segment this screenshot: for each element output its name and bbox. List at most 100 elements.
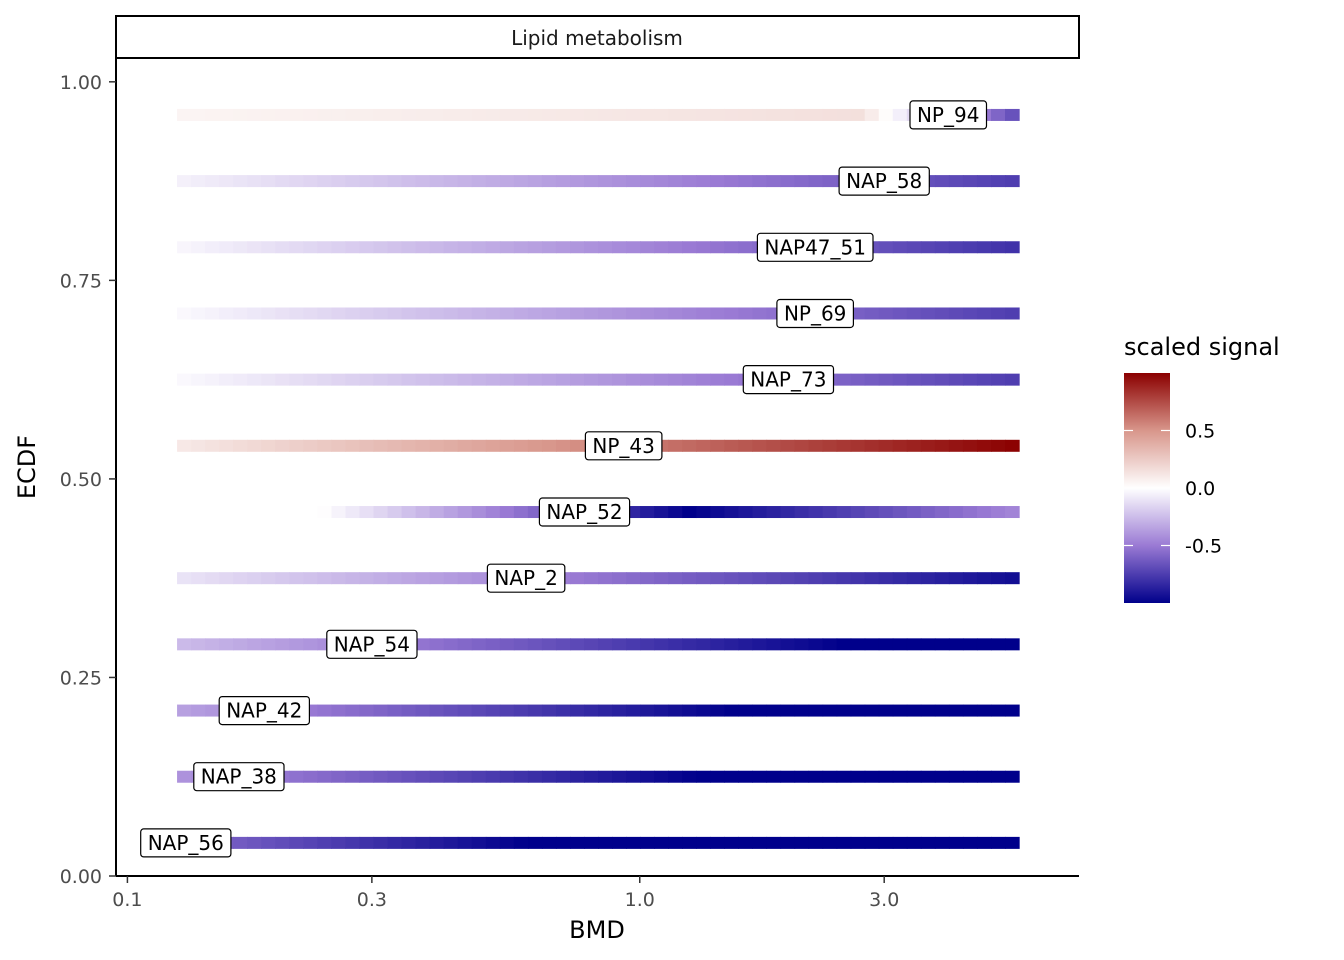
tile <box>303 770 318 783</box>
tile <box>598 175 613 188</box>
tile <box>808 770 824 783</box>
row-label-nap_52: NAP_52 <box>538 497 631 527</box>
tile <box>724 373 739 386</box>
tile <box>794 175 810 188</box>
tile <box>752 770 768 783</box>
tile <box>499 836 515 849</box>
tile <box>724 506 739 519</box>
tile <box>864 836 880 849</box>
tile <box>570 638 585 651</box>
tile <box>892 307 908 320</box>
row-label-box <box>909 100 988 130</box>
tile <box>387 241 403 254</box>
tile <box>359 307 375 320</box>
tile <box>513 373 529 386</box>
tile <box>682 241 697 254</box>
tile <box>976 439 992 452</box>
tile <box>598 638 613 651</box>
tile <box>892 704 908 717</box>
tile <box>892 506 908 519</box>
tile <box>457 241 473 254</box>
tile <box>878 439 894 452</box>
tile-row-np_43 <box>177 439 1020 452</box>
tile <box>920 241 936 254</box>
tile <box>934 241 950 254</box>
tile <box>317 770 333 783</box>
tile <box>668 572 683 585</box>
legend-title: scaled signal <box>1124 333 1280 361</box>
tile <box>499 770 515 783</box>
tile <box>976 572 992 585</box>
tile <box>359 439 375 452</box>
tile <box>668 175 683 188</box>
tile <box>205 572 220 585</box>
tile <box>752 638 768 651</box>
tile <box>920 572 936 585</box>
tile <box>457 175 473 188</box>
tile <box>485 175 501 188</box>
tile <box>612 704 627 717</box>
tile-row-nap47_51 <box>177 241 1020 254</box>
tile <box>303 241 318 254</box>
tile <box>345 241 361 254</box>
tile <box>289 307 304 320</box>
tile <box>457 373 473 386</box>
tile <box>682 770 697 783</box>
tile <box>443 307 459 320</box>
tile <box>345 439 361 452</box>
tile <box>724 770 739 783</box>
tile <box>640 506 655 519</box>
tile <box>261 241 276 254</box>
tile <box>934 572 950 585</box>
tile <box>850 307 866 320</box>
tile <box>527 439 543 452</box>
legend-tick-label: 0.0 <box>1185 478 1215 500</box>
tile <box>682 373 697 386</box>
tile <box>415 770 431 783</box>
tile <box>415 836 431 849</box>
tile <box>457 307 473 320</box>
tile <box>541 704 557 717</box>
tile <box>710 175 725 188</box>
tiles-layer <box>177 108 1020 849</box>
tile <box>948 836 964 849</box>
tile <box>541 638 557 651</box>
tile <box>387 373 403 386</box>
tile <box>401 175 417 188</box>
tile <box>345 175 361 188</box>
tile <box>485 704 501 717</box>
row-label-box <box>193 762 285 792</box>
tile <box>991 373 1006 386</box>
tile <box>233 175 248 188</box>
tile <box>780 175 796 188</box>
tile <box>1005 108 1020 121</box>
tile <box>668 638 683 651</box>
tile <box>261 439 276 452</box>
tile <box>499 241 515 254</box>
tile <box>1005 241 1020 254</box>
tile <box>752 506 768 519</box>
tile <box>219 241 234 254</box>
tile <box>696 506 711 519</box>
tile <box>499 704 515 717</box>
tile <box>429 108 445 121</box>
tile <box>696 175 711 188</box>
tile <box>584 638 599 651</box>
tile <box>724 638 739 651</box>
tile <box>962 373 978 386</box>
tile <box>991 704 1006 717</box>
tile <box>219 373 234 386</box>
tile <box>513 506 529 519</box>
tile <box>780 638 796 651</box>
tile <box>612 638 627 651</box>
tile <box>555 307 571 320</box>
tile <box>584 241 599 254</box>
tile <box>443 108 459 121</box>
tile <box>906 307 922 320</box>
tile <box>991 506 1006 519</box>
tile <box>205 704 220 717</box>
tile <box>191 108 206 121</box>
tile <box>640 770 655 783</box>
tile <box>415 307 431 320</box>
tile <box>836 108 852 121</box>
